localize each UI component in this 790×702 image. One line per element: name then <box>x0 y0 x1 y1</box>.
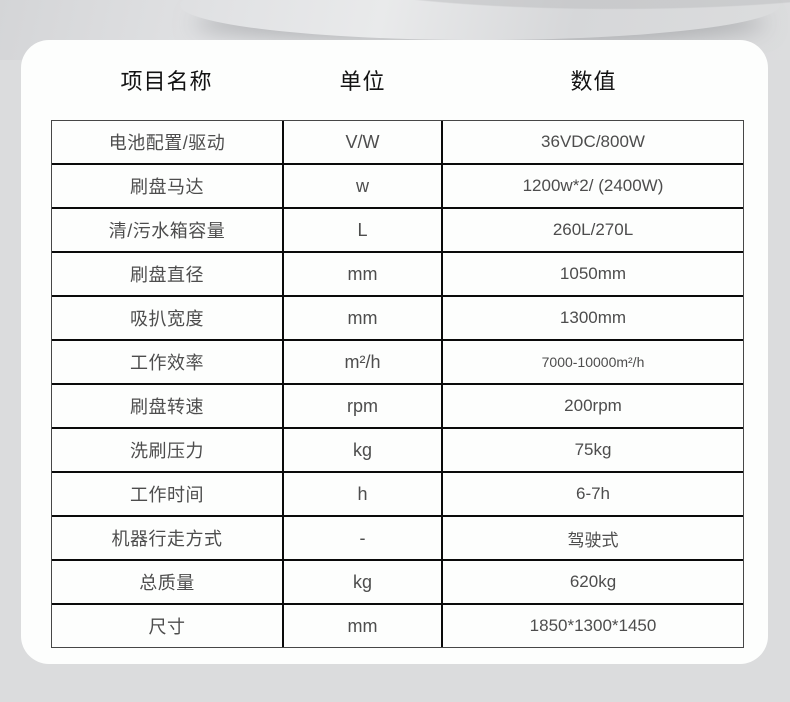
spec-value-cell: 75kg <box>574 440 612 459</box>
spec-name-cell: 清/污水箱容量 <box>108 221 226 241</box>
table-row: 工作效率 m²/h 7000-10000m²/h <box>52 339 743 383</box>
header-item-name: 项目名称 <box>120 69 213 94</box>
table-row: 刷盘转速 rpm 200rpm <box>52 383 743 427</box>
table-row: 清/污水箱容量 L 260L/270L <box>52 207 743 251</box>
spec-name-cell: 电池配置/驱动 <box>108 133 226 153</box>
spec-card: 项目名称 单位 数值 电池配置/驱动 V/W 36VDC/800W 刷盘马达 w… <box>21 40 768 664</box>
spec-name-cell: 尺寸 <box>148 617 186 637</box>
header-unit: 单位 <box>339 69 386 94</box>
spec-name-cell: 机器行走方式 <box>111 529 223 549</box>
spec-unit-cell: h <box>282 473 443 515</box>
table-row: 刷盘马达 w 1200w*2/ (2400W) <box>52 163 743 207</box>
spec-value-cell: 驾驶式 <box>567 530 619 550</box>
header-value: 数值 <box>570 69 617 94</box>
spec-table-header: 项目名称 单位 数值 <box>51 40 744 120</box>
table-row: 电池配置/驱动 V/W 36VDC/800W <box>52 121 743 163</box>
spec-table-body: 电池配置/驱动 V/W 36VDC/800W 刷盘马达 w 1200w*2/ (… <box>51 120 744 648</box>
spec-name-cell: 刷盘转速 <box>130 397 204 417</box>
spec-unit-cell: kg <box>282 561 443 603</box>
table-row: 洗刷压力 kg 75kg <box>52 427 743 471</box>
spec-value-cell: 1850*1300*1450 <box>529 616 657 635</box>
table-row: 刷盘直径 mm 1050mm <box>52 251 743 295</box>
table-row: 机器行走方式 - 驾驶式 <box>52 515 743 559</box>
spec-unit-cell: mm <box>282 297 443 339</box>
table-row: 工作时间 h 6-7h <box>52 471 743 515</box>
spec-unit-cell: kg <box>282 429 443 471</box>
spec-name-cell: 刷盘马达 <box>130 177 204 197</box>
spec-value-cell: 200rpm <box>564 396 622 415</box>
photo-soft-edge <box>180 0 780 40</box>
spec-value-cell: 1200w*2/ (2400W) <box>522 176 664 195</box>
spec-value-cell: 1300mm <box>559 308 627 327</box>
spec-value-cell: 260L/270L <box>552 220 634 239</box>
table-row: 总质量 kg 620kg <box>52 559 743 603</box>
spec-name-cell: 总质量 <box>139 573 195 593</box>
spec-value-cell: 1050mm <box>559 264 627 283</box>
spec-unit-cell: w <box>282 165 443 207</box>
spec-value-cell: 6-7h <box>575 484 611 503</box>
table-row: 尺寸 mm 1850*1300*1450 <box>52 603 743 647</box>
spec-unit-cell: V/W <box>282 121 443 163</box>
spec-unit-cell: - <box>282 517 443 559</box>
spec-section: 项目名称 单位 数值 电池配置/驱动 V/W 36VDC/800W 刷盘马达 w… <box>51 40 744 648</box>
spec-name-cell: 吸扒宽度 <box>130 309 204 329</box>
spec-name-cell: 洗刷压力 <box>130 441 204 461</box>
spec-name-cell: 刷盘直径 <box>130 265 204 285</box>
spec-unit-cell: L <box>282 209 443 251</box>
spec-name-cell: 工作效率 <box>130 353 204 373</box>
spec-value-cell: 620kg <box>569 572 617 591</box>
spec-unit-cell: mm <box>282 605 443 647</box>
table-row: 吸扒宽度 mm 1300mm <box>52 295 743 339</box>
spec-value-cell: 7000-10000m²/h <box>541 354 645 370</box>
spec-name-cell: 工作时间 <box>130 485 204 505</box>
spec-unit-cell: rpm <box>282 385 443 427</box>
spec-value-cell: 36VDC/800W <box>541 132 645 151</box>
spec-unit-cell: m²/h <box>282 341 443 383</box>
spec-unit-cell: mm <box>282 253 443 295</box>
